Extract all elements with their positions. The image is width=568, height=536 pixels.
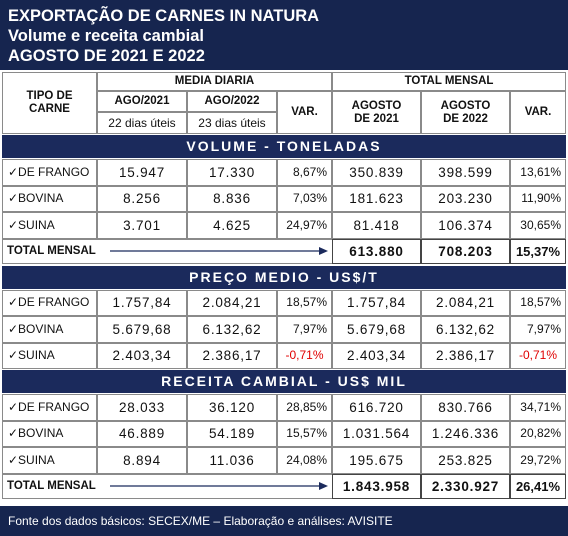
- cell-value: 2.386,17: [421, 342, 510, 369]
- cell-value: 8.256: [97, 185, 187, 212]
- cell-value: 106.374: [421, 212, 510, 239]
- col-header: MEDIA DIARIA: [97, 72, 332, 91]
- row-label: ✓SUINA: [2, 212, 97, 239]
- col-header: 23 dias úteis: [187, 112, 277, 134]
- cell-value: 398.599: [421, 159, 510, 186]
- cell-value: 11,90%: [510, 185, 566, 212]
- cell-value: 8.836: [187, 185, 277, 212]
- title-line: EXPORTAÇÃO DE CARNES IN NATURA: [8, 6, 320, 25]
- total-value: 15,37%: [510, 238, 566, 264]
- footer-text: Fonte dos dados básicos: SECEX/ME – Elab…: [8, 513, 393, 528]
- cell-value: 2.403,34: [332, 342, 421, 369]
- cell-value: 15.947: [97, 159, 187, 186]
- cell-value: 2.386,17: [187, 342, 277, 369]
- total-label: TOTAL MENSAL: [7, 479, 96, 492]
- cell-value: 181.623: [332, 185, 421, 212]
- total-value: 26,41%: [510, 473, 566, 499]
- cell-value: 7,97%: [510, 316, 566, 343]
- cell-value: 17.330: [187, 159, 277, 186]
- cell-value: 81.418: [332, 212, 421, 239]
- title-line: Volume e receita cambial: [8, 26, 204, 45]
- col-header: AGO/2021: [97, 91, 187, 112]
- cell-value: 28,85%: [277, 394, 332, 421]
- cell-value: 20,82%: [510, 420, 566, 447]
- total-value: 2.330.927: [421, 473, 510, 499]
- cell-value: 1.246.336: [421, 420, 510, 447]
- cell-value: 29,72%: [510, 447, 566, 474]
- section-title: PREÇO MEDIO - US$/T: [2, 265, 566, 289]
- cell-value: 34,71%: [510, 394, 566, 421]
- arrow: [110, 246, 328, 255]
- section-title: VOLUME - TONELADAS: [2, 135, 566, 158]
- cell-value: 3.701: [97, 212, 187, 239]
- cell-value: 18,57%: [277, 289, 332, 316]
- cell-value: 203.230: [421, 185, 510, 212]
- cell-value: 6.132,62: [421, 316, 510, 343]
- row-label: ✓SUINA: [2, 342, 97, 369]
- cell-value: 4.625: [187, 212, 277, 239]
- title-line: AGOSTO DE 2021 E 2022: [8, 46, 205, 65]
- cell-value: 2.084,21: [421, 289, 510, 316]
- col-header: AGOSTO DE 2021: [332, 91, 421, 134]
- col-header: TIPO DE CARNE: [2, 72, 97, 134]
- row-label: ✓DE FRANGO: [2, 289, 97, 316]
- row-label: ✓BOVINA: [2, 420, 97, 447]
- total-value: 1.843.958: [332, 473, 421, 499]
- col-header: AGO/2022: [187, 91, 277, 112]
- cell-value: -0,71%: [510, 342, 566, 369]
- cell-value: 15,57%: [277, 420, 332, 447]
- col-header: TOTAL MENSAL: [332, 72, 566, 91]
- cell-value: 5.679,68: [332, 316, 421, 343]
- row-label: ✓DE FRANGO: [2, 394, 97, 421]
- cell-value: 46.889: [97, 420, 187, 447]
- footer-band: [0, 506, 568, 536]
- cell-value: 350.839: [332, 159, 421, 186]
- cell-value: -0,71%: [277, 342, 332, 369]
- col-header: AGOSTO DE 2022: [421, 91, 510, 134]
- cell-value: 30,65%: [510, 212, 566, 239]
- cell-value: 18,57%: [510, 289, 566, 316]
- cell-value: 24,97%: [277, 212, 332, 239]
- cell-value: 1.757,84: [332, 289, 421, 316]
- col-header: 22 dias úteis: [97, 112, 187, 134]
- row-label: ✓BOVINA: [2, 316, 97, 343]
- section-title: RECEITA CAMBIAL - US$ MIL: [2, 370, 566, 393]
- cell-value: 7,03%: [277, 185, 332, 212]
- cell-value: 13,61%: [510, 159, 566, 186]
- arrow: [110, 481, 328, 490]
- cell-value: 24,08%: [277, 447, 332, 474]
- cell-value: 5.679,68: [97, 316, 187, 343]
- cell-value: 830.766: [421, 394, 510, 421]
- cell-value: 28.033: [97, 394, 187, 421]
- total-label: TOTAL MENSAL: [7, 244, 96, 257]
- row-label: ✓DE FRANGO: [2, 159, 97, 186]
- col-header: VAR.: [277, 91, 332, 134]
- cell-value: 2.084,21: [187, 289, 277, 316]
- cell-value: 7,97%: [277, 316, 332, 343]
- row-label: ✓BOVINA: [2, 185, 97, 212]
- total-value: 708.203: [421, 238, 510, 264]
- cell-value: 36.120: [187, 394, 277, 421]
- cell-value: 11.036: [187, 447, 277, 474]
- cell-value: 1.031.564: [332, 420, 421, 447]
- cell-value: 195.675: [332, 447, 421, 474]
- cell-value: 8.894: [97, 447, 187, 474]
- cell-value: 2.403,34: [97, 342, 187, 369]
- col-header: VAR.: [510, 91, 566, 134]
- title-band: [0, 0, 568, 70]
- total-value: 613.880: [332, 238, 421, 264]
- row-label: ✓SUINA: [2, 447, 97, 474]
- cell-value: 54.189: [187, 420, 277, 447]
- cell-value: 6.132,62: [187, 316, 277, 343]
- cell-value: 8,67%: [277, 159, 332, 186]
- cell-value: 616.720: [332, 394, 421, 421]
- cell-value: 253.825: [421, 447, 510, 474]
- cell-value: 1.757,84: [97, 289, 187, 316]
